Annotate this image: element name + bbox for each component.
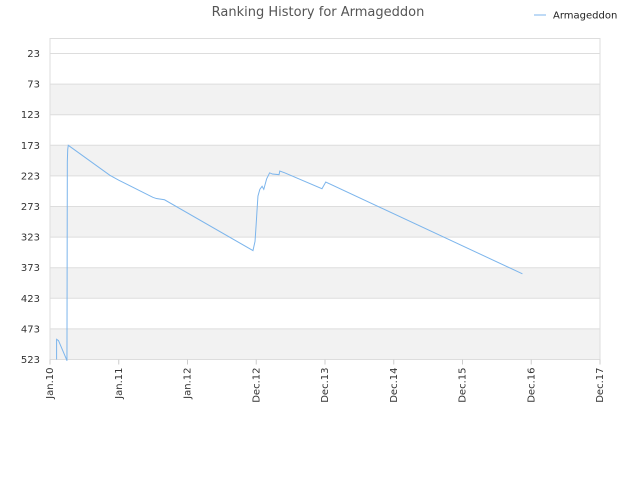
legend[interactable]: Armageddon bbox=[534, 11, 617, 22]
x-tick-label: Jan.11 bbox=[114, 368, 125, 400]
x-tick-label: Dec.16 bbox=[526, 368, 537, 403]
x-axis: Jan.10 Jan.11 Jan.12 Dec.12 Dec.13 Dec.14 Dec.… bbox=[45, 359, 606, 403]
y-tick-label: 423 bbox=[21, 294, 40, 305]
y-tick-label: 123 bbox=[21, 110, 40, 121]
series-layer bbox=[56, 144, 523, 361]
x-tick-label: Dec.13 bbox=[320, 368, 331, 403]
plot-band bbox=[50, 267, 600, 299]
plot-bands bbox=[50, 84, 600, 360]
y-tick-label: 23 bbox=[27, 49, 40, 60]
legend-label: Armageddon bbox=[553, 11, 617, 22]
x-tick-label: Dec.12 bbox=[251, 368, 262, 403]
y-tick-label: 273 bbox=[21, 202, 40, 213]
y-tick-label: 373 bbox=[21, 263, 40, 274]
plot-band bbox=[50, 206, 600, 238]
x-tick-label: Dec.15 bbox=[458, 368, 469, 403]
y-tick-label: 473 bbox=[21, 324, 40, 335]
y-tick-label: 223 bbox=[21, 171, 40, 182]
x-tick-label: Dec.17 bbox=[595, 368, 606, 403]
y-tick-label: 323 bbox=[21, 233, 40, 244]
plot-band bbox=[50, 84, 600, 115]
x-tick-label: Jan.10 bbox=[45, 368, 56, 400]
plot-band bbox=[50, 145, 600, 176]
x-tick-label: Dec.14 bbox=[389, 368, 400, 403]
y-tick-label: 173 bbox=[21, 141, 40, 152]
chart-title: Ranking History for Armageddon bbox=[212, 5, 425, 20]
plot-band bbox=[50, 328, 600, 360]
y-axis: 23 73 123 173 223 273 323 373 423 473 523 bbox=[21, 49, 40, 366]
y-tick-label: 523 bbox=[21, 355, 40, 366]
series-line-armageddon bbox=[56, 144, 523, 361]
y-tick-label: 73 bbox=[27, 80, 40, 91]
x-tick-label: Jan.12 bbox=[183, 368, 194, 400]
